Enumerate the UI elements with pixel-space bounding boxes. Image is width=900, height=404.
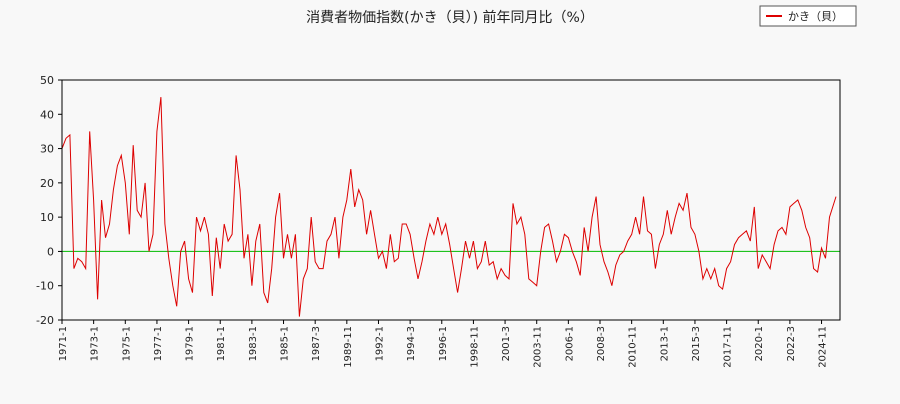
x-tick-label: 2006-1 xyxy=(564,326,575,361)
x-tick-label: 2024-11 xyxy=(818,326,829,368)
x-tick-label: 2003-11 xyxy=(533,326,544,368)
x-tick-label: 2020-1 xyxy=(754,326,765,361)
x-tick-label: 1994-3 xyxy=(406,326,417,361)
x-tick-label: 1985-1 xyxy=(280,326,291,361)
x-tick-label: 1971-1 xyxy=(58,326,69,361)
x-tick-label: 1983-1 xyxy=(248,326,259,361)
x-tick-label: 2015-3 xyxy=(691,326,702,361)
x-tick-label: 2017-11 xyxy=(723,326,734,368)
legend-box xyxy=(759,5,857,27)
x-tick-label: 2008-3 xyxy=(596,326,607,361)
y-tick-label: -20 xyxy=(36,314,54,327)
y-tick-label: 0 xyxy=(47,245,54,258)
x-tick-label: 1973-1 xyxy=(90,326,101,361)
x-tick-label: 1989-11 xyxy=(343,326,354,368)
x-tick-label: 2013-1 xyxy=(659,326,670,361)
y-tick-label: 50 xyxy=(40,74,54,87)
x-tick-label: 1979-1 xyxy=(185,326,196,361)
x-tick-label: 1992-1 xyxy=(374,326,385,361)
legend-label: かき（貝） xyxy=(788,10,843,23)
x-tick-label: 1998-11 xyxy=(469,326,480,368)
y-tick-label: -10 xyxy=(36,280,54,293)
x-tick-label: 1975-1 xyxy=(121,326,132,361)
y-tick-label: 20 xyxy=(40,177,54,190)
x-tick-label: 1977-1 xyxy=(153,326,164,361)
y-tick-label: 10 xyxy=(40,211,54,224)
x-tick-label: 2022-3 xyxy=(786,326,797,361)
x-tick-label: 1987-3 xyxy=(311,326,322,361)
y-tick-label: 40 xyxy=(40,108,54,121)
x-tick-label: 1996-1 xyxy=(438,326,449,361)
plot-area xyxy=(62,80,840,320)
data-line xyxy=(61,97,837,317)
x-tick-label: 1981-1 xyxy=(216,326,227,361)
plot-frame xyxy=(61,79,841,321)
y-tick-label: 30 xyxy=(40,143,54,156)
x-tick-label: 2010-11 xyxy=(628,326,639,368)
chart-title: 消費者物価指数(かき（貝）) 前年同月比（%） xyxy=(306,9,594,26)
x-tick-label: 2001-3 xyxy=(501,326,512,361)
